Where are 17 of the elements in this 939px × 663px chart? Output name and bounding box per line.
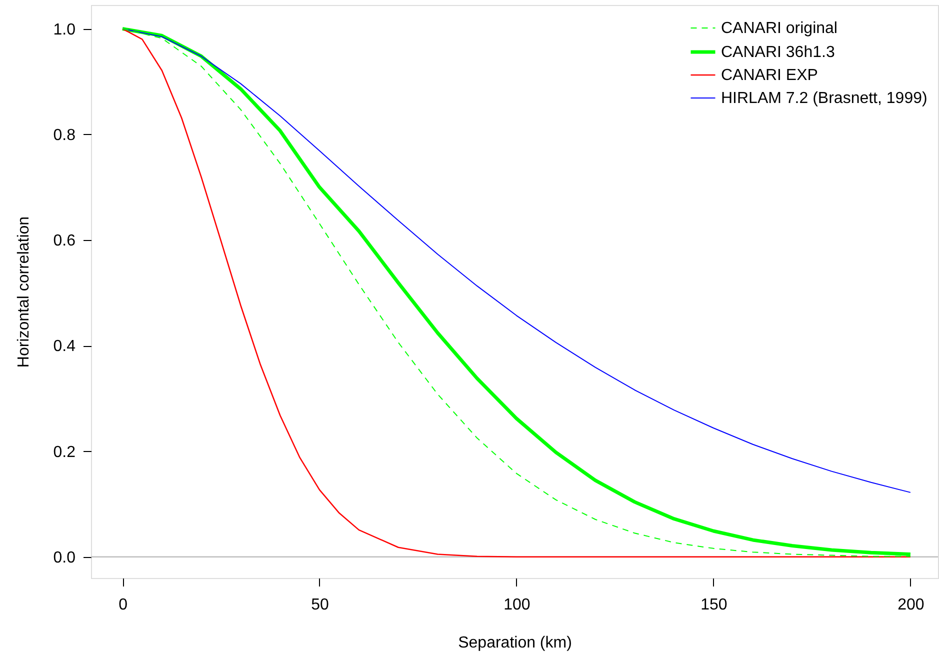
y-tick-label: 0.0	[53, 549, 76, 566]
legend-label: CANARI 36h1.3	[721, 44, 835, 61]
legend-label: CANARI original	[721, 20, 838, 37]
y-tick-label: 1.0	[53, 21, 76, 38]
y-tick-label: 0.8	[53, 126, 76, 144]
x-tick-label: 200	[898, 596, 924, 614]
y-tick-label: 0.4	[53, 338, 76, 356]
y-tick-label: 0.2	[53, 444, 76, 461]
y-tick-label: 0.6	[53, 232, 76, 250]
x-axis-title: Separation (km)	[458, 634, 572, 652]
legend-label: HIRLAM 7.2 (Brasnett, 1999)	[721, 90, 928, 107]
legend-label: CANARI EXP	[721, 67, 818, 84]
x-tick-label: 0	[118, 596, 128, 614]
y-axis-title: Horizontal correlation	[15, 216, 32, 368]
x-tick-label: 100	[504, 596, 530, 614]
x-tick-label: 150	[700, 596, 728, 614]
x-tick-label: 50	[311, 596, 329, 614]
